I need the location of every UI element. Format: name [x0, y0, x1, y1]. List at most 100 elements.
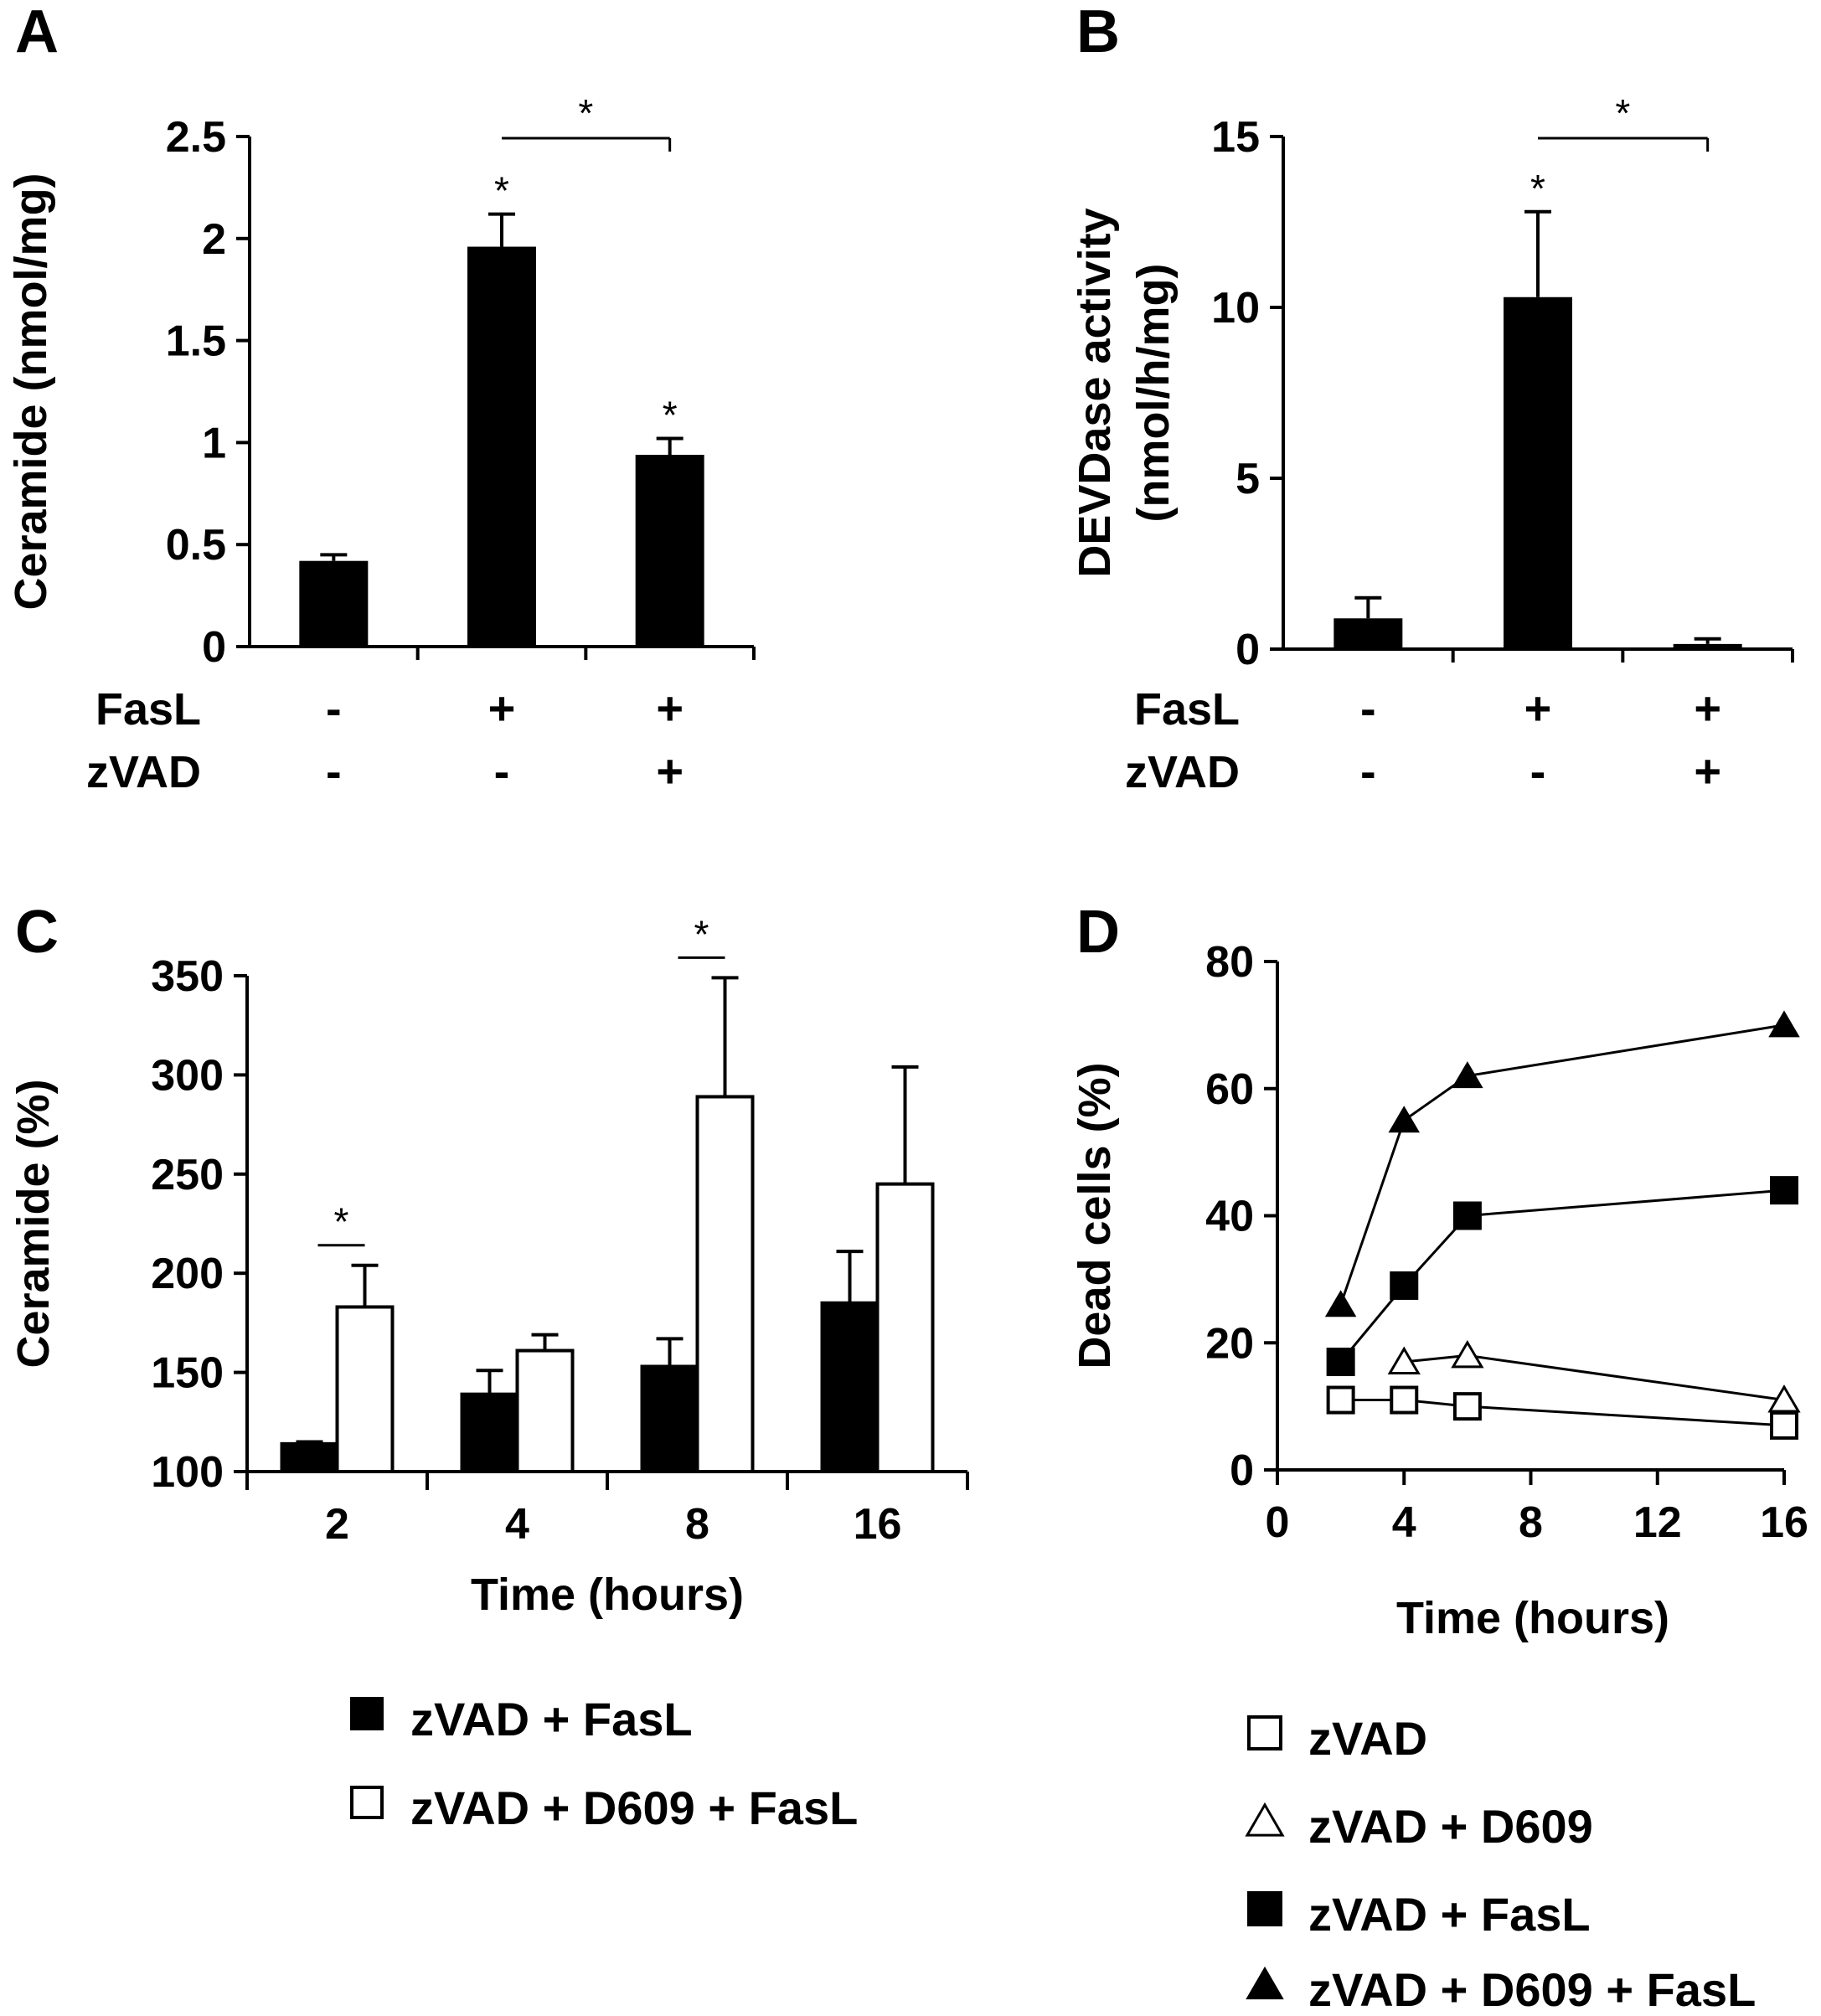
legend-label: zVAD + FasL	[410, 1693, 693, 1745]
y-tick-label: 200	[151, 1250, 224, 1298]
significance-star: *	[334, 1200, 349, 1244]
x-tick-label: 8	[1519, 1498, 1543, 1547]
row-label-fasl: FasL	[1134, 684, 1240, 735]
series-line	[1339, 1188, 1785, 1363]
panel-letter: A	[15, 0, 59, 65]
y-tick-label: 40	[1205, 1193, 1254, 1241]
bar	[635, 455, 704, 647]
data-point	[1770, 1176, 1798, 1205]
data-point	[1326, 1348, 1355, 1377]
data-point	[1770, 1410, 1798, 1440]
condition-sign: +	[1524, 682, 1552, 735]
legend-swatch	[350, 1786, 384, 1819]
data-point	[1390, 1271, 1419, 1300]
y-tick-label: 100	[151, 1448, 224, 1497]
legend-swatch	[350, 1697, 384, 1730]
y-tick-label: 2	[202, 215, 226, 264]
significance-star: *	[1530, 167, 1545, 210]
condition-sign: -	[1530, 745, 1546, 797]
panel-d: D 0 20 40 60 80 0 4 8 12 16 Dead cells (%) Time (hou…	[1070, 899, 1808, 2016]
legend-marker	[1247, 1715, 1282, 1750]
bar-zvad-d609-fasl	[875, 1182, 935, 1473]
y-axis-title: DEVDase activity	[1070, 208, 1120, 577]
x-tick-label: 12	[1633, 1498, 1682, 1547]
data-point	[1390, 1385, 1419, 1415]
bar	[1673, 643, 1742, 649]
condition-sign: +	[656, 745, 684, 797]
panel-b: B 0 5 10 15 * * DEVDase activity (nmol/h/mg) FasL…	[1070, 0, 1794, 797]
condition-sign: +	[1694, 745, 1721, 797]
y-tick-label: 300	[151, 1051, 224, 1100]
y-tick-label: 0.5	[166, 521, 226, 570]
x-tick-label: 4	[505, 1500, 529, 1549]
panel-c: C 100 150 200 250 300 350 2 4 8 16 * * Ceramide (%) Ti…	[8, 899, 969, 1834]
y-tick-label: 0	[1235, 626, 1260, 674]
bar-zvad-d609-fasl	[335, 1305, 395, 1474]
bar-zvad-fasl	[280, 1441, 339, 1474]
bar-zvad-fasl	[820, 1301, 880, 1473]
y-axis-title: Ceramide (%)	[8, 1079, 59, 1368]
row-label-zvad: zVAD	[1125, 747, 1240, 797]
x-tick-label: 8	[685, 1500, 709, 1549]
series-line	[1340, 1399, 1785, 1427]
panel-letter: B	[1076, 0, 1120, 65]
panel-letter: D	[1076, 899, 1120, 966]
significance-star: *	[663, 394, 678, 437]
data-point	[1452, 1392, 1482, 1421]
panel-letter: C	[15, 899, 59, 966]
x-tick-label: 2	[325, 1500, 349, 1549]
data-point	[1452, 1201, 1482, 1230]
panel-a: A 0 0.5 1 1.5 2 2.5 * * * Ceramide (nmol/mg) FasL - +…	[6, 0, 756, 797]
bar-zvad-fasl	[640, 1364, 699, 1473]
legend-label: zVAD + D609 + FasL	[1308, 1963, 1756, 2016]
condition-sign: -	[1360, 682, 1376, 735]
condition-sign: -	[326, 682, 342, 735]
y-axis-title: Ceramide (nmol/mg)	[6, 173, 56, 610]
condition-sign: -	[326, 745, 342, 797]
data-point	[1451, 1339, 1484, 1369]
legend-label: zVAD + FasL	[1308, 1888, 1591, 1941]
data-point	[1768, 1010, 1800, 1038]
x-tick-label: 16	[854, 1500, 902, 1549]
x-axis-title: Time (hours)	[1396, 1593, 1669, 1643]
data-point	[1326, 1385, 1355, 1415]
y-tick-label: 150	[151, 1349, 224, 1398]
condition-sign: +	[1694, 682, 1721, 735]
legend-label: zVAD + D609	[1308, 1800, 1593, 1853]
bar	[467, 246, 536, 647]
data-point	[1767, 1384, 1801, 1413]
condition-sign: -	[494, 745, 510, 797]
data-point	[1387, 1346, 1421, 1375]
bracket-star: *	[578, 91, 593, 135]
y-tick-label: 5	[1235, 455, 1260, 503]
row-label-fasl: FasL	[95, 684, 201, 735]
y-tick-label: 1	[202, 419, 226, 467]
condition-sign: -	[1360, 745, 1376, 797]
y-axis-title-line2: (nmol/h/mg)	[1128, 264, 1179, 523]
data-point	[1388, 1106, 1420, 1133]
significance-star: *	[494, 169, 509, 213]
y-tick-label: 10	[1211, 284, 1260, 333]
bar	[299, 560, 369, 647]
legend-label: zVAD + D609 + FasL	[410, 1781, 858, 1834]
y-axis-title: Dead cells (%)	[1070, 1062, 1120, 1369]
x-axis-title: Time (hours)	[471, 1570, 744, 1620]
y-tick-label: 1.5	[166, 317, 226, 366]
y-tick-label: 15	[1211, 113, 1260, 162]
y-tick-label: 60	[1205, 1065, 1254, 1114]
bar-zvad-d609-fasl	[515, 1348, 575, 1473]
bar-zvad-d609-fasl	[695, 1095, 755, 1473]
legend-marker	[1247, 1891, 1282, 1926]
legend-marker	[1246, 1966, 1284, 2000]
y-tick-label: 0	[202, 623, 226, 672]
series-line	[1339, 1023, 1785, 1306]
x-tick-label: 0	[1266, 1498, 1290, 1547]
bar	[1334, 618, 1403, 649]
significance-star: *	[694, 912, 709, 956]
bar-zvad-fasl	[460, 1392, 519, 1473]
legend-label: zVAD	[1308, 1712, 1427, 1765]
y-tick-label: 0	[1230, 1446, 1254, 1495]
condition-sign: +	[656, 682, 684, 735]
condition-sign: +	[488, 682, 516, 735]
